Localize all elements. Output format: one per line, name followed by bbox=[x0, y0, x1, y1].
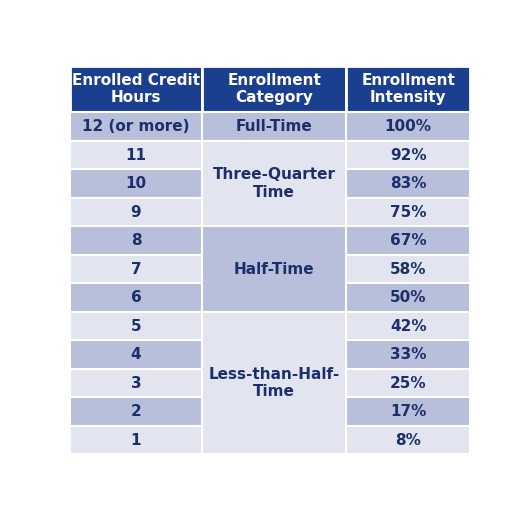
Text: 75%: 75% bbox=[390, 204, 426, 219]
FancyBboxPatch shape bbox=[202, 227, 346, 312]
FancyBboxPatch shape bbox=[70, 198, 202, 227]
Text: 5: 5 bbox=[131, 319, 141, 334]
Text: 12 (or more): 12 (or more) bbox=[82, 119, 190, 134]
Text: 67%: 67% bbox=[390, 233, 426, 248]
Text: 7: 7 bbox=[131, 262, 141, 277]
Text: 10: 10 bbox=[125, 176, 147, 191]
Text: 33%: 33% bbox=[390, 347, 426, 362]
FancyBboxPatch shape bbox=[70, 283, 202, 312]
FancyBboxPatch shape bbox=[346, 283, 470, 312]
Text: 83%: 83% bbox=[390, 176, 426, 191]
FancyBboxPatch shape bbox=[70, 369, 202, 398]
FancyBboxPatch shape bbox=[346, 255, 470, 283]
FancyBboxPatch shape bbox=[346, 426, 470, 454]
FancyBboxPatch shape bbox=[70, 255, 202, 283]
Text: Less-than-Half-
Time: Less-than-Half- Time bbox=[209, 367, 340, 399]
Text: 42%: 42% bbox=[390, 319, 426, 334]
FancyBboxPatch shape bbox=[202, 112, 346, 141]
Text: 8: 8 bbox=[131, 233, 141, 248]
Text: 50%: 50% bbox=[390, 290, 426, 305]
FancyBboxPatch shape bbox=[70, 312, 202, 340]
FancyBboxPatch shape bbox=[346, 340, 470, 369]
FancyBboxPatch shape bbox=[346, 198, 470, 227]
FancyBboxPatch shape bbox=[346, 169, 470, 198]
Text: 25%: 25% bbox=[390, 375, 426, 391]
FancyBboxPatch shape bbox=[202, 66, 346, 112]
Text: Full-Time: Full-Time bbox=[236, 119, 313, 134]
Text: 2: 2 bbox=[131, 404, 141, 419]
Text: 4: 4 bbox=[131, 347, 141, 362]
FancyBboxPatch shape bbox=[202, 312, 346, 454]
Text: Enrollment
Intensity: Enrollment Intensity bbox=[361, 73, 455, 105]
Text: 9: 9 bbox=[131, 204, 141, 219]
Text: 100%: 100% bbox=[385, 119, 432, 134]
FancyBboxPatch shape bbox=[346, 141, 470, 169]
FancyBboxPatch shape bbox=[346, 369, 470, 398]
Text: Three-Quarter
Time: Three-Quarter Time bbox=[212, 167, 336, 200]
FancyBboxPatch shape bbox=[70, 66, 202, 112]
FancyBboxPatch shape bbox=[70, 227, 202, 255]
FancyBboxPatch shape bbox=[70, 169, 202, 198]
Text: 11: 11 bbox=[125, 148, 147, 163]
FancyBboxPatch shape bbox=[70, 340, 202, 369]
Text: 3: 3 bbox=[131, 375, 141, 391]
FancyBboxPatch shape bbox=[346, 312, 470, 340]
Text: Half-Time: Half-Time bbox=[234, 262, 315, 277]
FancyBboxPatch shape bbox=[346, 66, 470, 112]
FancyBboxPatch shape bbox=[70, 398, 202, 426]
FancyBboxPatch shape bbox=[202, 141, 346, 227]
FancyBboxPatch shape bbox=[70, 426, 202, 454]
Text: Enrollment
Category: Enrollment Category bbox=[227, 73, 321, 105]
FancyBboxPatch shape bbox=[346, 398, 470, 426]
Text: 1: 1 bbox=[131, 433, 141, 448]
FancyBboxPatch shape bbox=[346, 112, 470, 141]
Text: 92%: 92% bbox=[390, 148, 426, 163]
Text: 8%: 8% bbox=[395, 433, 421, 448]
Text: Enrolled Credit
Hours: Enrolled Credit Hours bbox=[72, 73, 200, 105]
Text: 17%: 17% bbox=[390, 404, 426, 419]
FancyBboxPatch shape bbox=[346, 227, 470, 255]
Text: 6: 6 bbox=[131, 290, 141, 305]
FancyBboxPatch shape bbox=[70, 112, 202, 141]
Text: 58%: 58% bbox=[390, 262, 426, 277]
FancyBboxPatch shape bbox=[70, 141, 202, 169]
